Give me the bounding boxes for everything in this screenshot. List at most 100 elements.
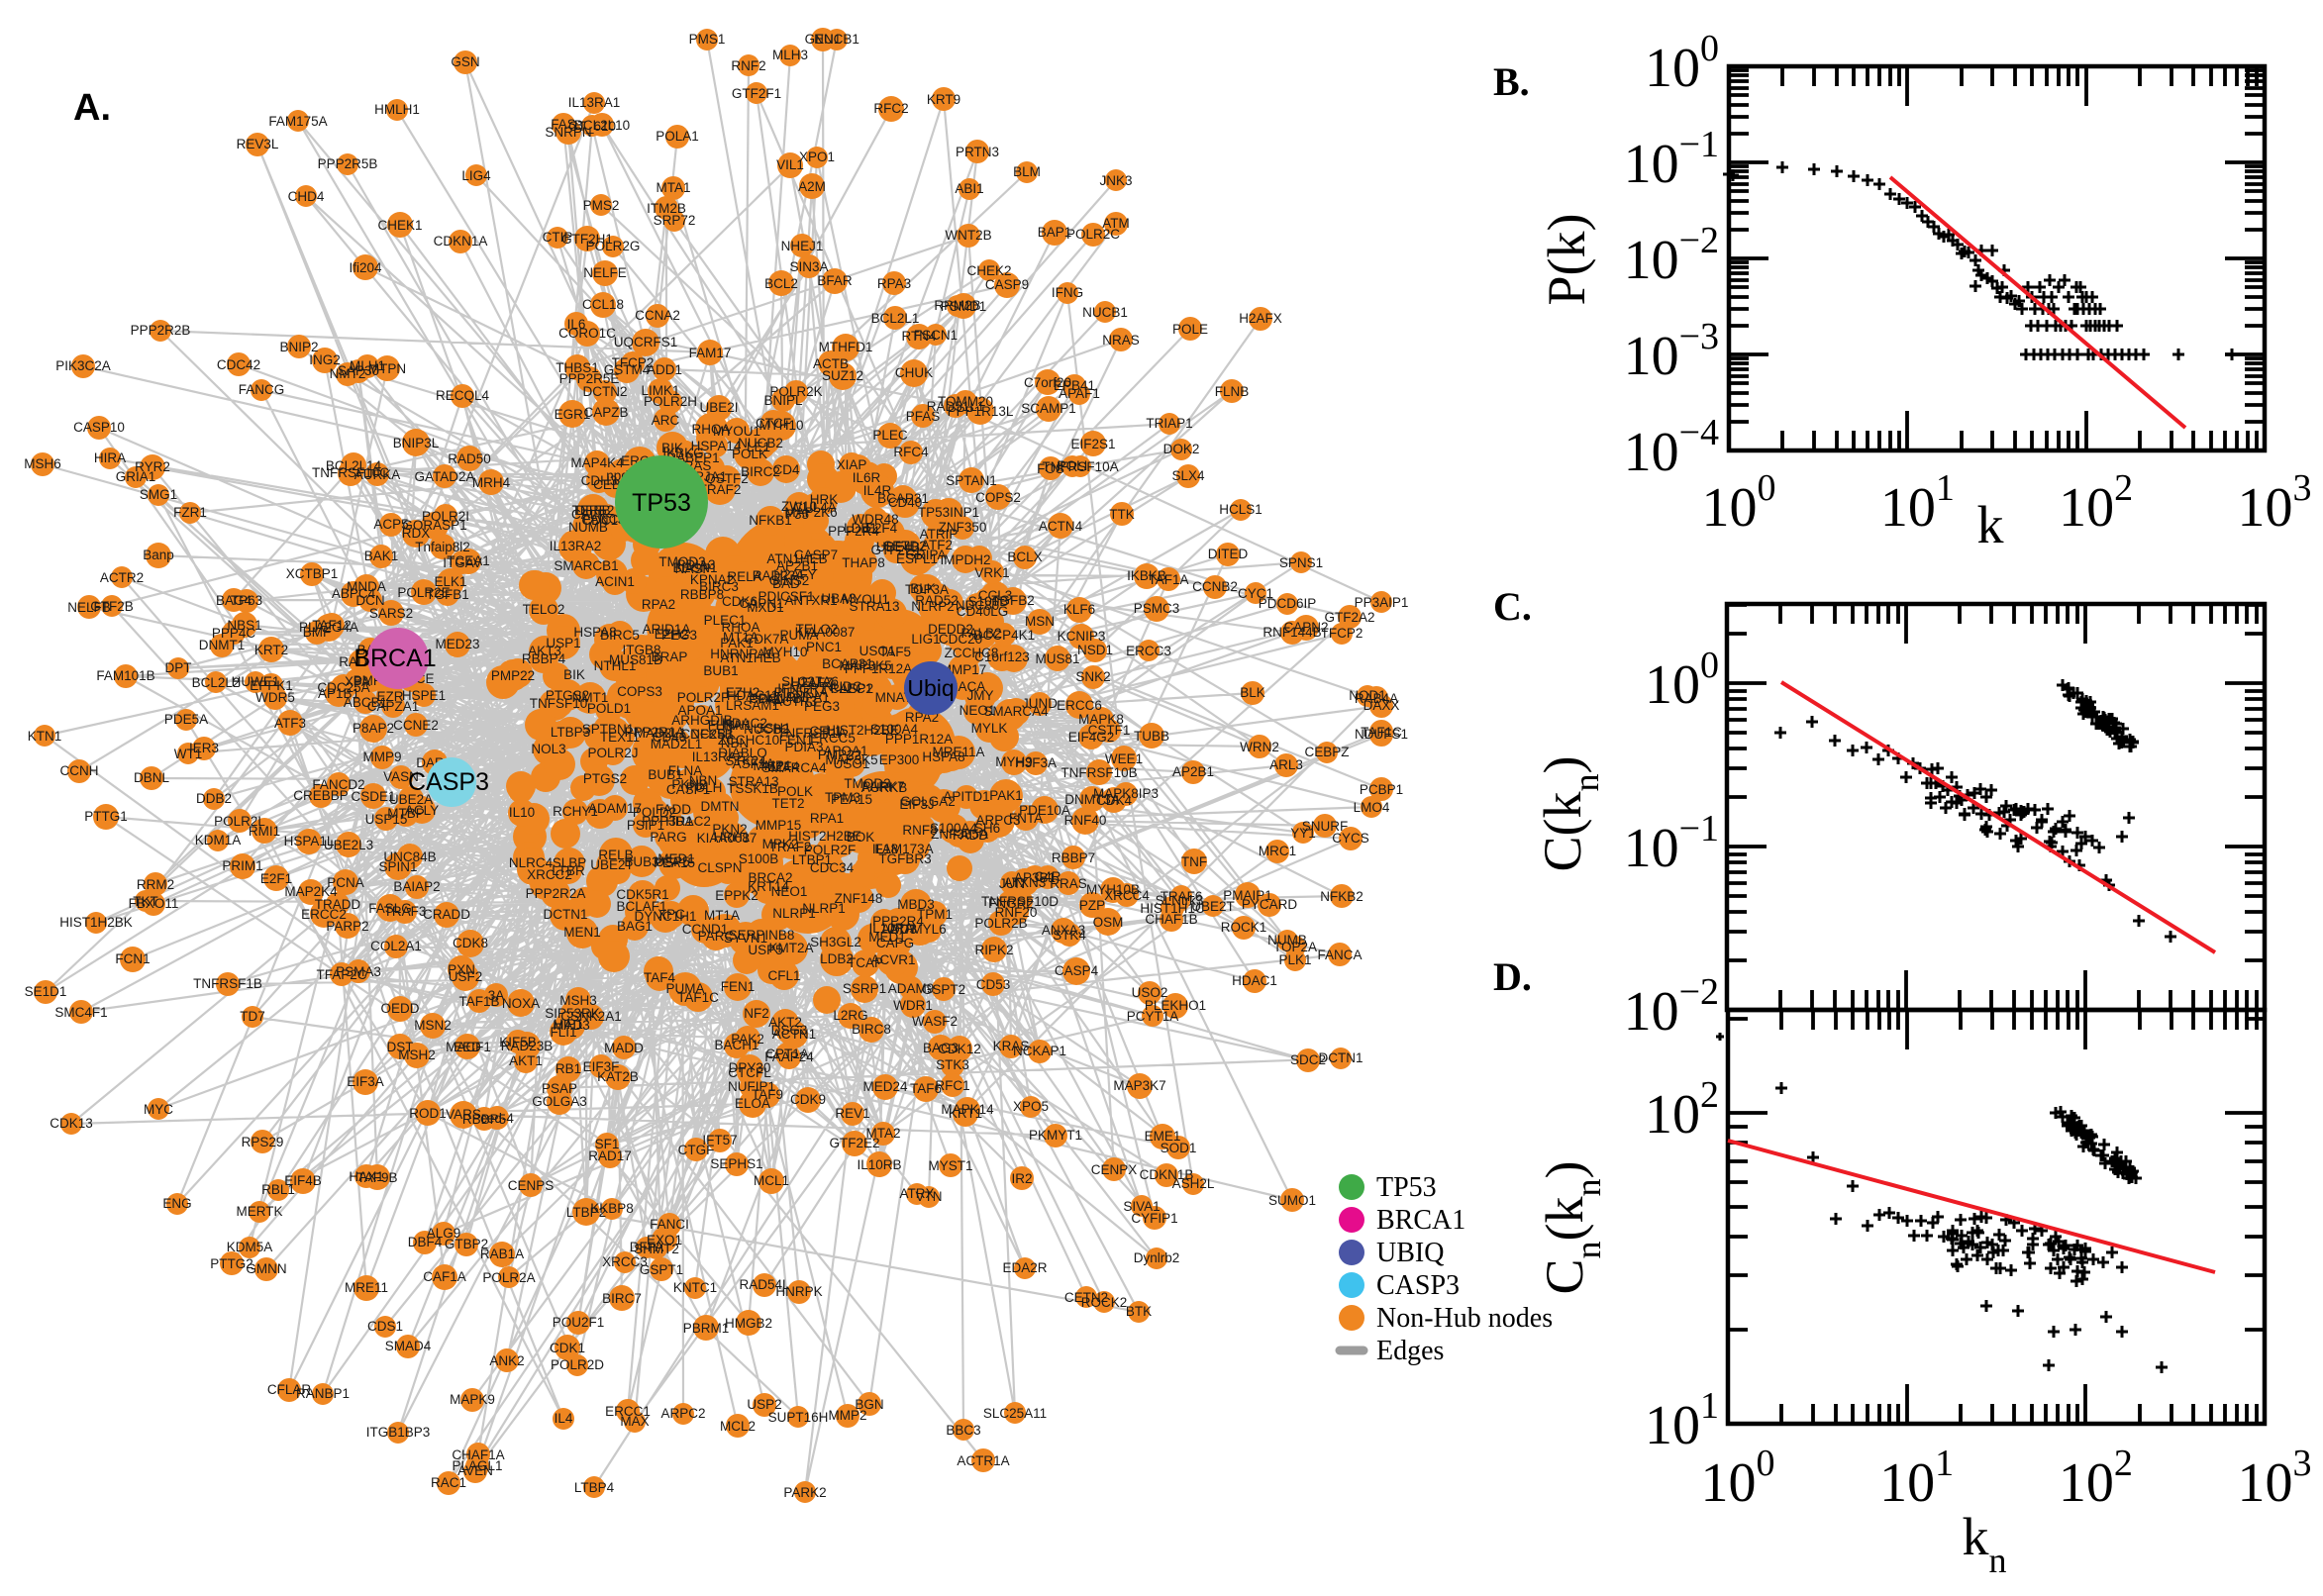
svg-text:CDC34: CDC34 (810, 860, 855, 875)
svg-text:PIP5K1A: PIP5K1A (774, 685, 829, 700)
svg-text:APOA1: APOA1 (823, 744, 867, 758)
svg-text:EIF4G2: EIF4G2 (1068, 730, 1115, 745)
svg-text:CYC1: CYC1 (1238, 586, 1273, 601)
svg-text:Cn(kn): Cn(kn) (1535, 1161, 1608, 1295)
svg-text:EIF3J: EIF3J (899, 797, 934, 812)
svg-text:102: 102 (2059, 1443, 2133, 1514)
svg-text:ELK1: ELK1 (434, 574, 466, 589)
svg-text:RRM2: RRM2 (137, 877, 174, 892)
svg-text:XPA: XPA (345, 674, 370, 689)
svg-text:ACTR1A: ACTR1A (957, 1453, 1009, 1468)
svg-text:WEE1: WEE1 (1105, 751, 1143, 766)
svg-text:TGFBR3: TGFBR3 (878, 851, 931, 866)
svg-text:101: 101 (1879, 1443, 1954, 1514)
svg-text:RAD52: RAD52 (915, 593, 959, 608)
svg-text:FADD: FADD (656, 802, 691, 817)
svg-text:CTIP: CTIP (543, 230, 573, 245)
svg-text:CASP2: CASP2 (830, 681, 873, 696)
svg-text:MADD: MADD (604, 1041, 644, 1055)
svg-text:SMG1: SMG1 (140, 487, 177, 502)
svg-text:PLEC1: PLEC1 (704, 613, 747, 628)
svg-text:ARL3: ARL3 (1269, 757, 1303, 772)
svg-text:DSG3: DSG3 (771, 1023, 808, 1038)
svg-text:UBE2L3: UBE2L3 (324, 838, 373, 852)
svg-text:IL4R: IL4R (863, 483, 892, 498)
svg-text:ACLY: ACLY (405, 803, 439, 818)
svg-text:NBN: NBN (689, 773, 718, 788)
svg-text:ASF1A: ASF1A (733, 756, 775, 771)
svg-text:ROD1: ROD1 (409, 1106, 447, 1121)
svg-text:100: 100 (1645, 645, 1719, 716)
svg-text:GSN: GSN (451, 54, 479, 69)
svg-text:RAC1: RAC1 (431, 1475, 466, 1490)
svg-text:NLRP2: NLRP2 (911, 599, 955, 614)
svg-text:MYOU1: MYOU1 (842, 592, 889, 607)
svg-text:CHAF1B: CHAF1B (1145, 912, 1197, 927)
svg-text:SLNtrk3: SLNtrk3 (1156, 893, 1204, 908)
svg-text:BIK: BIK (563, 667, 585, 682)
svg-text:BAG4: BAG4 (216, 593, 252, 608)
svg-text:FLNA: FLNA (668, 763, 703, 778)
svg-text:LIMK1: LIMK1 (641, 383, 679, 398)
svg-text:BAK1: BAK1 (364, 549, 399, 563)
svg-text:BRCA1: BRCA1 (354, 645, 436, 672)
svg-text:ACIN1: ACIN1 (595, 574, 635, 589)
svg-text:NOL3: NOL3 (531, 742, 565, 756)
svg-text:B.: B. (1493, 59, 1530, 104)
svg-text:PTGS2: PTGS2 (583, 771, 627, 786)
svg-text:XIAP: XIAP (837, 457, 867, 472)
svg-text:Ifi204: Ifi204 (349, 260, 382, 275)
svg-text:CORO1C: CORO1C (558, 326, 616, 341)
svg-text:RAB1A: RAB1A (480, 1247, 524, 1261)
svg-text:BCL2L1: BCL2L1 (871, 311, 920, 326)
svg-text:CAF1A: CAF1A (423, 1269, 466, 1284)
svg-text:SPNS1: SPNS1 (1279, 555, 1323, 570)
svg-text:COL2A1: COL2A1 (370, 939, 422, 953)
svg-text:NUCB2: NUCB2 (744, 722, 789, 737)
svg-text:GTF2A2: GTF2A2 (1324, 610, 1374, 625)
svg-text:RNF8: RNF8 (902, 823, 937, 838)
svg-text:CASP4: CASP4 (1055, 963, 1099, 978)
svg-text:COPS2: COPS2 (975, 490, 1021, 505)
svg-text:TPM1: TPM1 (917, 907, 953, 922)
svg-text:S100A4: S100A4 (930, 821, 978, 836)
svg-text:EED: EED (454, 1040, 481, 1054)
svg-text:CYCS: CYCS (1332, 831, 1369, 846)
svg-text:NCKAP1: NCKAP1 (1013, 1044, 1066, 1058)
svg-text:SLX4: SLX4 (1171, 468, 1205, 483)
svg-text:ABPC4: ABPC4 (332, 586, 376, 601)
svg-text:BUB1: BUB1 (648, 767, 682, 782)
svg-text:MCL1: MCL1 (754, 1173, 789, 1188)
svg-text:LTBP3: LTBP3 (551, 725, 590, 740)
svg-text:PSMC3: PSMC3 (1134, 601, 1180, 616)
svg-text:PPP2R5B: PPP2R5B (318, 156, 378, 171)
svg-text:UBE2T: UBE2T (590, 857, 634, 872)
svg-text:RECQL4: RECQL4 (436, 388, 490, 403)
svg-text:ARPC3: ARPC3 (975, 813, 1020, 828)
svg-text:KRAS: KRAS (993, 1039, 1030, 1053)
svg-text:RDX: RDX (402, 526, 431, 541)
svg-text:PXN: PXN (448, 962, 475, 977)
svg-text:AP2B1: AP2B1 (776, 558, 818, 573)
svg-text:CDKN1B: CDKN1B (1140, 1167, 1194, 1182)
svg-text:BCAP31: BCAP31 (822, 656, 873, 671)
svg-text:LRSAM1: LRSAM1 (726, 698, 779, 713)
svg-text:FAM175A: FAM175A (268, 114, 327, 129)
svg-text:NLRP1: NLRP1 (772, 906, 816, 921)
svg-text:TAF6: TAF6 (910, 1081, 942, 1096)
svg-text:CDK6: CDK6 (722, 594, 758, 609)
svg-text:NSD1: NSD1 (1077, 643, 1113, 657)
svg-text:TAF1B: TAF1B (458, 994, 499, 1009)
svg-text:GTF2E1: GTF2E1 (870, 543, 921, 557)
svg-text:ATN1HEB: ATN1HEB (766, 551, 827, 566)
svg-text:POLD2: POLD2 (633, 805, 676, 820)
svg-text:RIPK2: RIPK2 (974, 943, 1013, 957)
svg-text:NASP: NASP (675, 561, 712, 576)
svg-text:POLR2F: POLR2F (677, 690, 730, 705)
svg-text:PARP2: PARP2 (326, 919, 368, 934)
svg-text:TGFB2: TGFB2 (991, 593, 1035, 608)
svg-text:DCN: DCN (355, 593, 384, 608)
svg-text:FLNB: FLNB (1215, 384, 1250, 399)
svg-text:UBE2I: UBE2I (699, 400, 738, 415)
svg-text:CENPS: CENPS (508, 1178, 555, 1193)
